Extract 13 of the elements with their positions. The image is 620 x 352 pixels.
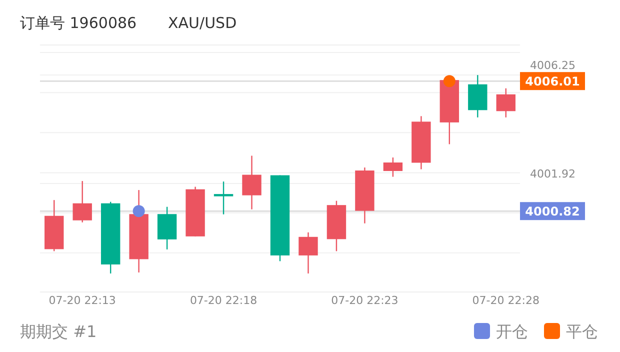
text: 期期交 #1: [20, 322, 97, 341]
x-tick-label: 07-20 22:28: [472, 294, 540, 307]
y-tick-label: 4001.92: [530, 168, 576, 181]
x-tick-label: 07-20 22:23: [331, 294, 398, 307]
legend-label: 开仓: [496, 322, 528, 341]
legend-label: 平仓: [566, 322, 598, 341]
x-tick-label: 07-20 22:18: [190, 294, 258, 307]
x-tick-label: 07-20 22:13: [48, 294, 116, 307]
chart-title: 订单号 1960086: [20, 14, 137, 32]
y-tick-label: 4006.25: [530, 59, 576, 72]
ref-line-label: 4006.01: [525, 74, 580, 89]
chart-subtitle: XAU/USD: [168, 14, 237, 32]
ref-line-label: 4000.82: [525, 204, 580, 219]
